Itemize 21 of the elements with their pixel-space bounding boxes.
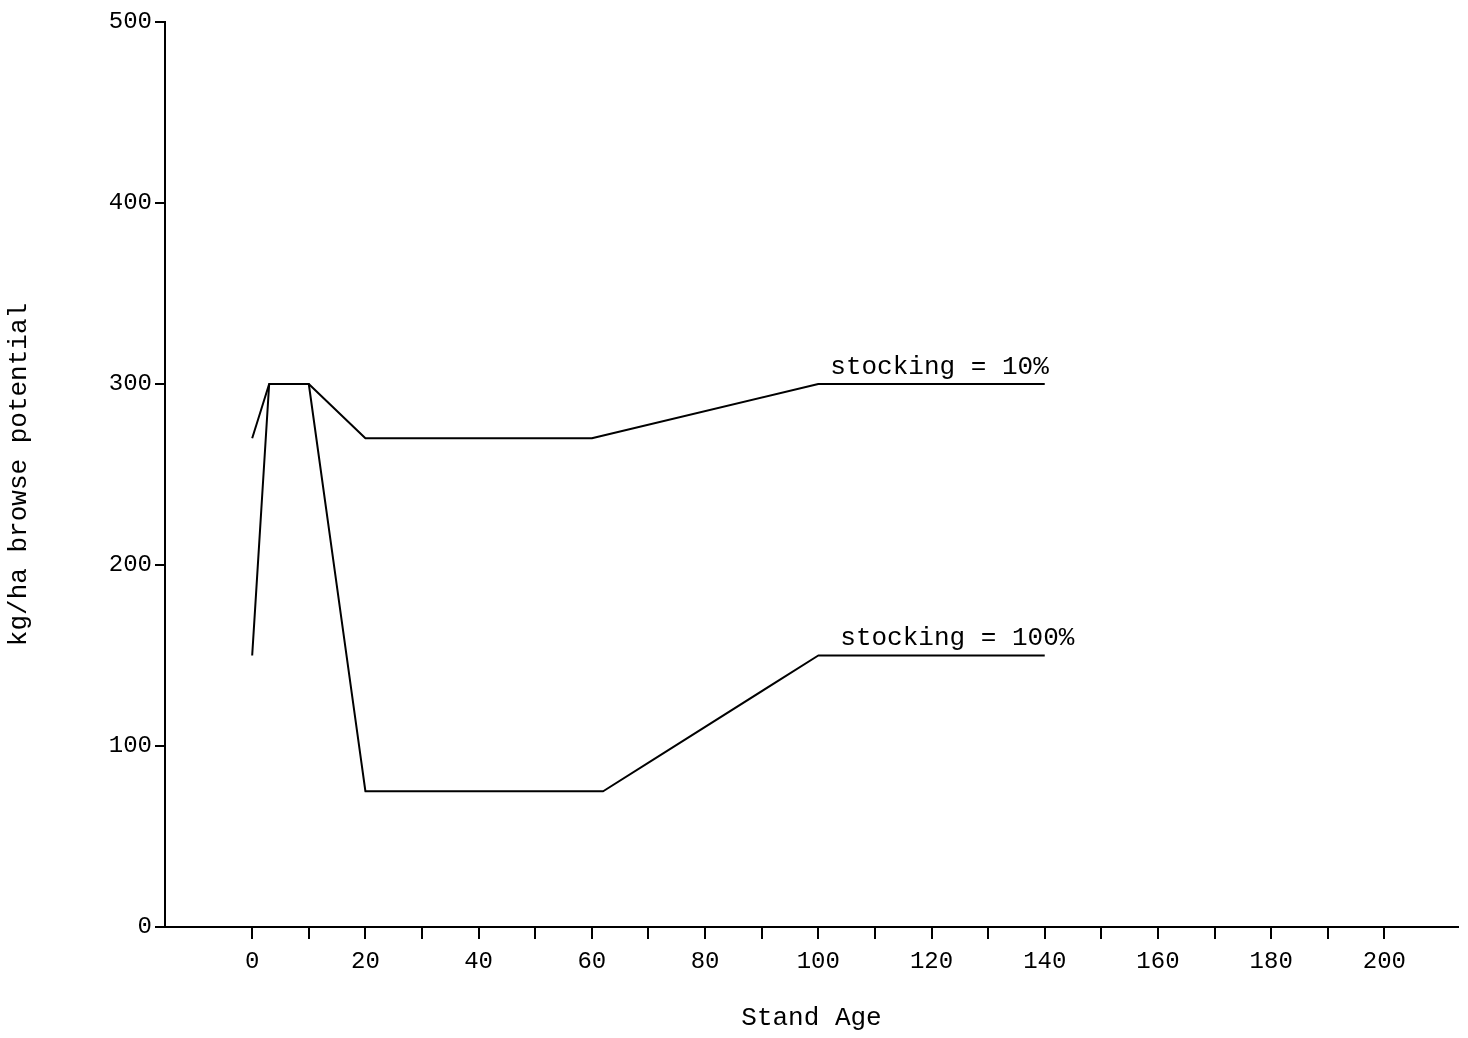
- series-label: stocking = 100%: [840, 623, 1075, 654]
- y-tick-label: 200: [108, 551, 152, 579]
- series-label: stocking = 10%: [830, 351, 1050, 382]
- x-tick-label: 160: [1136, 947, 1180, 975]
- y-tick-label: 0: [137, 913, 152, 941]
- x-tick-label: 140: [1023, 947, 1067, 975]
- x-axis-title: Stand Age: [741, 1003, 882, 1034]
- x-tick-label: 120: [909, 947, 954, 975]
- x-tick-label: 180: [1249, 947, 1293, 975]
- x-tick-label: 80: [690, 947, 720, 975]
- y-tick-label: 300: [108, 370, 152, 398]
- y-tick-label: 500: [108, 8, 152, 36]
- x-tick-label: 20: [351, 947, 380, 975]
- y-tick-label: 100: [108, 732, 152, 760]
- x-tick-label: 100: [796, 947, 840, 975]
- y-tick-label: 400: [108, 189, 152, 217]
- x-tick-label: 40: [464, 947, 494, 975]
- x-tick-label: 200: [1362, 947, 1407, 975]
- x-tick-label: 60: [577, 947, 607, 975]
- y-axis-title: kg/ha browse potential: [4, 302, 35, 647]
- x-tick-label: 0: [244, 947, 260, 975]
